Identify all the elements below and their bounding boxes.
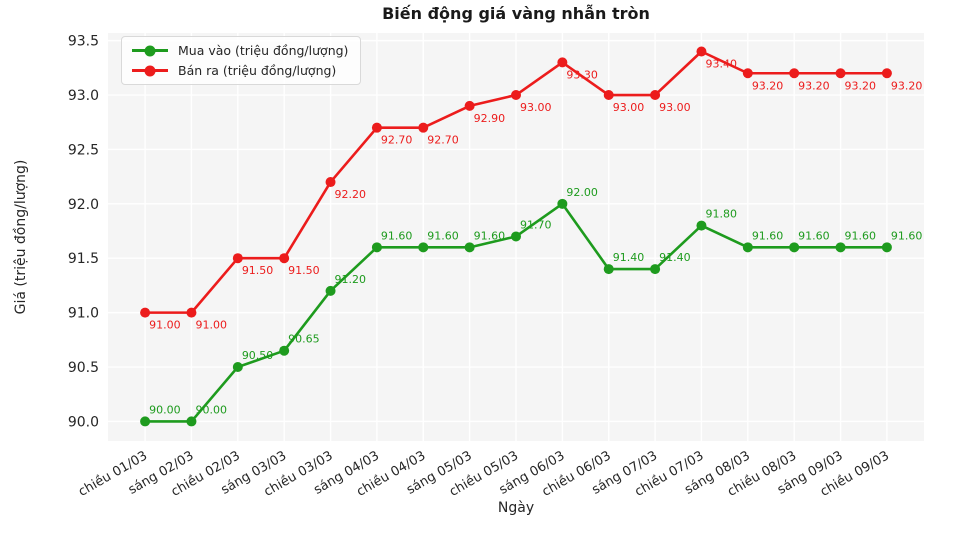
y-tick-label: 93.5 [68, 34, 99, 50]
data-label: 91.60 [891, 229, 923, 242]
legend-line-green-icon [132, 45, 168, 56]
data-point[interactable] [789, 242, 800, 253]
legend-label-mua-vao: Mua vào (triệu đồng/lượng) [178, 43, 349, 58]
data-point[interactable] [325, 177, 336, 188]
data-point[interactable] [140, 307, 151, 318]
data-point[interactable] [742, 242, 753, 253]
data-label: 91.60 [845, 229, 877, 242]
data-point[interactable] [835, 242, 846, 253]
data-label: 91.60 [474, 229, 506, 242]
data-point[interactable] [603, 264, 614, 275]
y-tick-label: 91.0 [68, 306, 99, 322]
data-label: 91.00 [195, 319, 227, 332]
data-label: 90.65 [288, 333, 320, 346]
data-label: 91.40 [613, 251, 645, 264]
data-point[interactable] [418, 122, 429, 133]
data-point[interactable] [279, 345, 290, 356]
y-tick-label: 93.0 [68, 88, 99, 104]
y-axis-label: Giá (triệu đồng/lượng) [13, 159, 29, 315]
data-label: 92.00 [566, 186, 598, 199]
data-label: 92.20 [335, 188, 367, 201]
data-point[interactable] [140, 416, 151, 427]
data-label: 91.80 [705, 208, 737, 221]
chart-title: Biến động giá vàng nhẫn tròn [382, 4, 650, 23]
legend-item-mua-vao[interactable]: Mua vào (triệu đồng/lượng) [132, 43, 348, 58]
data-point[interactable] [464, 242, 475, 253]
data-label: 92.70 [381, 134, 413, 147]
x-axis-label: Ngày [497, 500, 535, 516]
data-point[interactable] [881, 68, 892, 79]
data-point[interactable] [511, 231, 521, 242]
data-label: 91.50 [242, 264, 274, 277]
data-label: 92.90 [474, 112, 506, 125]
data-point[interactable] [696, 46, 707, 57]
data-label: 91.50 [288, 264, 320, 277]
data-label: 91.40 [659, 251, 691, 264]
data-point[interactable] [650, 264, 661, 275]
data-label: 93.00 [659, 101, 691, 114]
data-label: 93.30 [566, 68, 598, 81]
data-label: 93.20 [891, 79, 923, 92]
data-label: 93.20 [752, 79, 784, 92]
data-point[interactable] [835, 68, 846, 79]
data-point[interactable] [650, 90, 661, 101]
data-point[interactable] [557, 57, 568, 68]
data-point[interactable] [464, 100, 475, 111]
legend-line-red-icon [132, 65, 168, 76]
data-point[interactable] [881, 242, 892, 253]
data-point[interactable] [557, 198, 568, 209]
data-label: 93.40 [705, 57, 737, 70]
data-label: 91.00 [149, 319, 181, 332]
data-label: 90.50 [242, 349, 274, 362]
data-label: 91.60 [427, 229, 459, 242]
y-tick-label: 91.5 [68, 251, 99, 267]
data-point[interactable] [511, 90, 521, 101]
legend: Mua vào (triệu đồng/lượng) Bán ra (triệu… [121, 36, 362, 85]
data-label: 93.00 [520, 101, 552, 114]
data-point[interactable] [186, 307, 197, 318]
data-point[interactable] [371, 242, 382, 253]
legend-item-ban-ra[interactable]: Bán ra (triệu đồng/lượng) [132, 63, 348, 78]
data-point[interactable] [279, 253, 290, 264]
data-point[interactable] [418, 242, 429, 253]
data-label: 92.70 [427, 134, 459, 147]
data-label: 90.00 [195, 403, 227, 416]
data-label: 91.70 [520, 218, 552, 231]
data-label: 91.60 [798, 229, 830, 242]
data-point[interactable] [325, 285, 336, 296]
y-tick-label: 90.0 [68, 414, 99, 430]
data-point[interactable] [232, 362, 243, 373]
y-tick-label: 90.5 [68, 360, 99, 376]
legend-label-ban-ra: Bán ra (triệu đồng/lượng) [178, 63, 337, 78]
y-tick-label: 92.5 [68, 142, 99, 158]
data-point[interactable] [789, 68, 800, 79]
data-label: 93.00 [613, 101, 645, 114]
data-point[interactable] [232, 253, 243, 264]
data-label: 90.00 [149, 403, 181, 416]
y-tick-label: 92.0 [68, 197, 99, 213]
data-point[interactable] [371, 122, 382, 133]
data-point[interactable] [696, 220, 707, 231]
data-label: 91.20 [335, 273, 367, 286]
data-point[interactable] [603, 90, 614, 101]
data-label: 93.20 [798, 79, 830, 92]
data-label: 93.20 [845, 79, 877, 92]
data-label: 91.60 [752, 229, 784, 242]
data-point[interactable] [742, 68, 753, 79]
data-point[interactable] [186, 416, 197, 427]
data-label: 91.60 [381, 229, 413, 242]
